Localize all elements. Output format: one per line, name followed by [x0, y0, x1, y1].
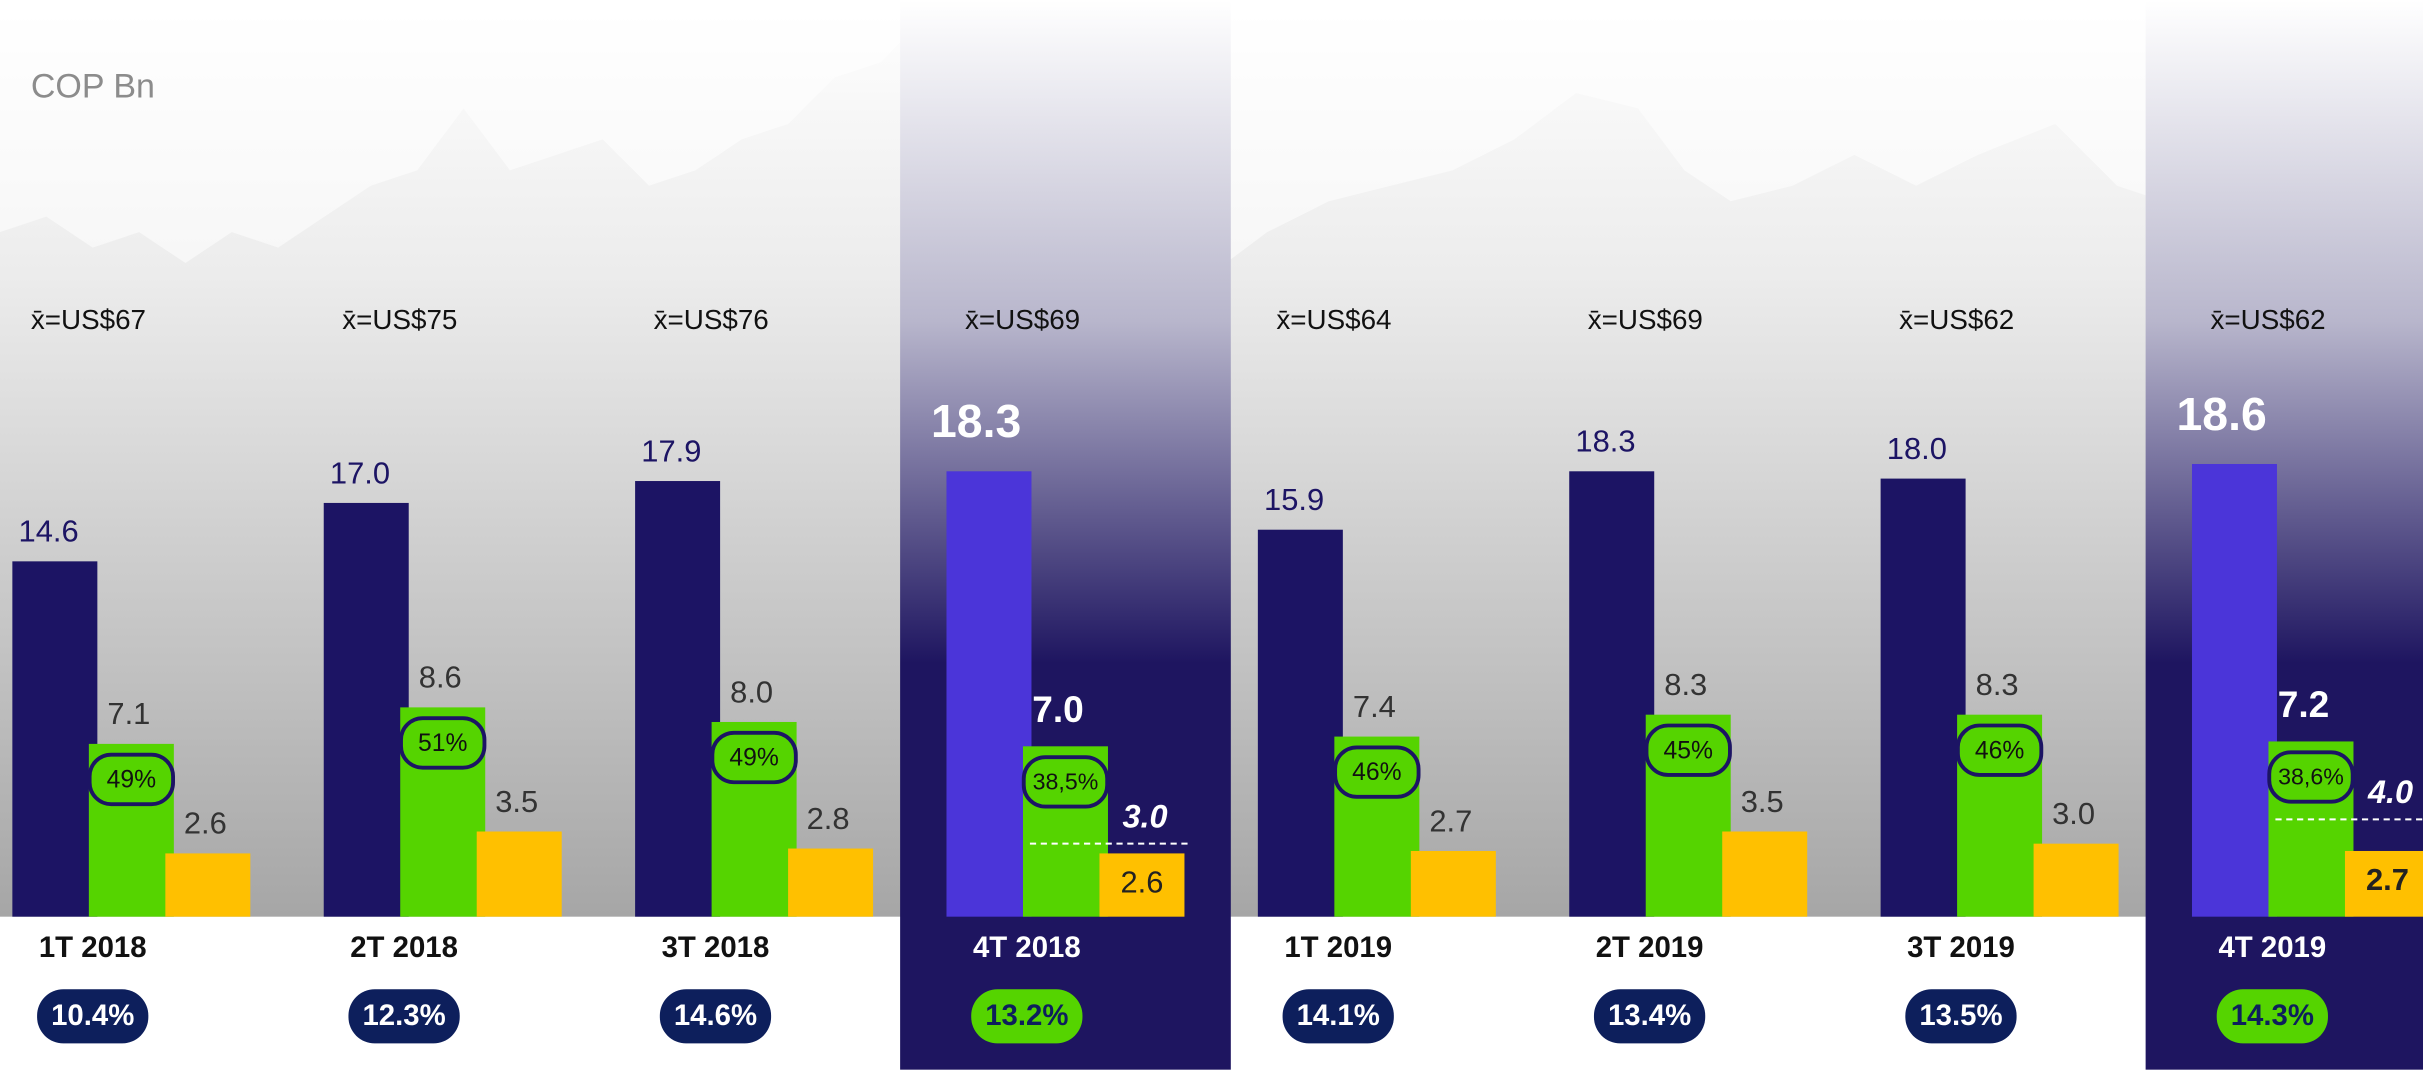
bar — [1410, 850, 1496, 917]
value-label: 8.3 — [1664, 667, 1707, 702]
ratio-badge — [1333, 745, 1421, 799]
x-tick-label: 1T 2018 — [39, 931, 147, 964]
bar — [2191, 463, 2277, 917]
value-label: 3.5 — [495, 784, 538, 819]
unit-label: COP Bn — [31, 67, 155, 105]
bar — [2344, 850, 2423, 917]
roe-badge — [37, 989, 149, 1044]
oil-label: x̄=US$62 — [1899, 304, 2014, 335]
bar — [635, 481, 721, 917]
value-label: 18.3 — [931, 395, 1021, 447]
bar — [1569, 471, 1655, 917]
ratio-label: 49% — [107, 767, 156, 794]
bar — [946, 471, 1032, 917]
roe-label: 12.3% — [362, 999, 445, 1032]
roe-badge — [1282, 989, 1394, 1044]
oil-label: x̄=US$62 — [2211, 304, 2326, 335]
ratio-badge — [399, 716, 487, 770]
value-label: 7.2 — [2278, 683, 2330, 725]
roe-badge — [971, 989, 1083, 1044]
value-label: 7.0 — [1032, 688, 1084, 730]
value-label: 17.9 — [641, 433, 701, 468]
ratio-badge — [710, 730, 798, 785]
bar — [476, 831, 562, 917]
value-label: 2.8 — [807, 801, 850, 836]
oil-label: x̄=US$64 — [1276, 304, 1391, 335]
roe-badge — [2216, 989, 2328, 1044]
oil-label: x̄=US$75 — [342, 304, 457, 335]
roe-badge — [1593, 989, 1706, 1044]
bar — [323, 502, 409, 917]
ratio-label: 49% — [729, 745, 778, 772]
ratio-label: 46% — [1975, 737, 2024, 764]
roe-badge — [1905, 989, 2017, 1044]
ratio-label: 38,6% — [2278, 764, 2344, 790]
bar — [788, 848, 874, 917]
oil-label: x̄=US$67 — [31, 304, 146, 335]
bar — [2033, 843, 2119, 917]
x-tick-label: 4T 2019 — [2218, 931, 2326, 964]
ratio-badge — [1955, 723, 2044, 777]
ratio-badge — [1021, 755, 1110, 809]
value-label: 17.0 — [330, 455, 390, 490]
value-label: 18.6 — [2177, 388, 2267, 440]
ratio-label: 51% — [418, 730, 467, 757]
adjusted-label: 4.0 — [2367, 774, 2413, 810]
value-label: 18.3 — [1575, 424, 1635, 459]
ratio-badge — [87, 752, 176, 807]
value-label: 8.0 — [730, 674, 773, 709]
value-label: 15.9 — [1264, 482, 1324, 517]
roe-label: 10.4% — [51, 999, 134, 1032]
value-label: 3.5 — [1741, 784, 1784, 819]
bar — [1722, 831, 1808, 917]
value-label: 2.6 — [1120, 864, 1163, 899]
bar — [12, 561, 98, 917]
oil-label: x̄=US$69 — [965, 304, 1080, 335]
value-label: 8.6 — [419, 660, 462, 695]
bar — [1880, 478, 1966, 917]
roe-label: 14.1% — [1297, 999, 1380, 1032]
roe-label: 14.3% — [2231, 999, 2314, 1032]
bar — [165, 853, 251, 917]
value-label: 2.6 — [184, 806, 227, 841]
roe-badge — [348, 989, 460, 1044]
oil-label: x̄=US$76 — [654, 304, 769, 335]
x-tick-label: 2T 2018 — [350, 931, 458, 964]
x-tick-label: 2T 2019 — [1596, 931, 1704, 964]
roe-label: 13.4% — [1608, 999, 1691, 1032]
value-label: 8.3 — [1976, 667, 2019, 702]
roe-badge — [659, 989, 772, 1044]
value-label: 7.1 — [107, 696, 150, 731]
adjusted-label: 3.0 — [1123, 799, 1168, 835]
roe-label: 13.5% — [1919, 999, 2002, 1032]
ratio-label: 46% — [1352, 759, 1401, 786]
value-label: 7.4 — [1353, 689, 1396, 724]
x-tick-label: 4T 2018 — [973, 931, 1081, 964]
value-label: 2.7 — [2366, 862, 2409, 897]
ratio-label: 38,5% — [1033, 769, 1099, 795]
ratio-label: 45% — [1663, 737, 1712, 764]
ratio-badge — [2267, 750, 2355, 804]
ratio-badge — [1644, 723, 1732, 777]
value-label: 18.0 — [1887, 431, 1947, 466]
roe-label: 13.2% — [985, 999, 1068, 1032]
roe-label: 14.6% — [674, 999, 757, 1032]
oil-label: x̄=US$69 — [1588, 304, 1703, 335]
bar — [1257, 529, 1343, 917]
value-label: 14.6 — [19, 514, 79, 549]
bar — [1099, 853, 1185, 917]
x-tick-label: 3T 2018 — [662, 931, 770, 964]
value-label: 3.0 — [2052, 796, 2095, 831]
value-label: 2.7 — [1429, 803, 1472, 838]
x-tick-label: 1T 2019 — [1284, 931, 1392, 964]
x-tick-label: 3T 2019 — [1907, 931, 2015, 964]
